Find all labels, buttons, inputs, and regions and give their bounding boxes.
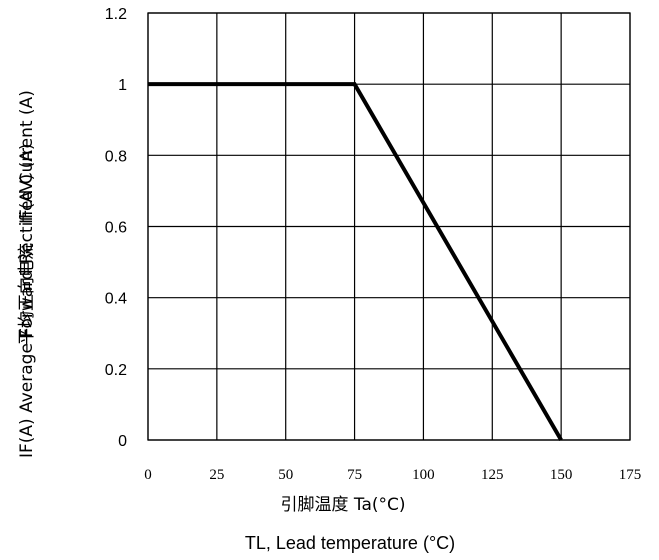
y-tick-label: 1.2 (105, 6, 127, 23)
y-axis-label: IF(A) Average Forward Rectified Current … (17, 90, 37, 458)
x-tick-label: 25 (209, 467, 224, 483)
x-tick-label: 100 (412, 467, 435, 483)
x-axis-label-secondary: TL, Lead temperature (°C) (245, 533, 455, 553)
plot-frame (147, 12, 631, 441)
y-tick-label: 0.8 (105, 148, 127, 165)
y-tick-labels: 0 0.2 0.4 0.6 0.8 1 1.2 (105, 6, 127, 450)
x-tick-label: 0 (144, 467, 152, 483)
y-tick-label: 1 (118, 77, 127, 94)
y-tick-label: 0 (118, 433, 127, 450)
series-line (148, 82, 563, 442)
x-axis-label: 引脚温度 Ta(°C) (280, 495, 405, 515)
x-tick-label: 125 (481, 467, 504, 483)
x-tick-label: 75 (347, 467, 362, 483)
grid (147, 12, 631, 441)
x-tick-labels: 0 25 50 75 100 125 150 175 (144, 467, 641, 483)
y-tick-label: 0.4 (105, 291, 127, 308)
x-tick-label: 50 (278, 467, 293, 483)
x-tick-label: 175 (619, 467, 642, 483)
x-tick-label: 150 (550, 467, 573, 483)
y-axis-label-cn: 平均正向电流 (17, 243, 37, 345)
y-tick-label: 0.2 (105, 362, 127, 379)
y-axis-symbol: IF(AV) (A) (17, 143, 37, 224)
y-tick-label: 0.6 (105, 220, 127, 237)
